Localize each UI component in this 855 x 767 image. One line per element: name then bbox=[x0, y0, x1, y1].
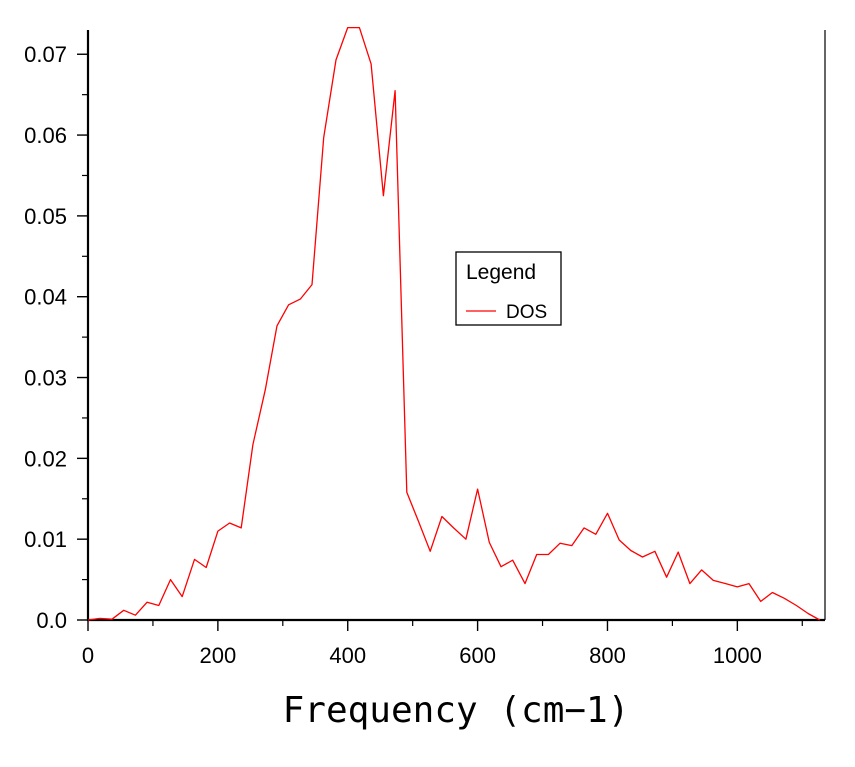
series-line-dos bbox=[87, 26, 821, 621]
plot-frame bbox=[86, 30, 826, 622]
legend: Legend DOS bbox=[455, 251, 562, 326]
y-tick-label: 0.03 bbox=[24, 366, 67, 391]
y-tick-label: 0.05 bbox=[24, 204, 67, 229]
legend-title: Legend bbox=[466, 261, 536, 284]
x-tick-label: 0 bbox=[82, 643, 94, 668]
x-tick-label: 600 bbox=[459, 643, 496, 668]
x-tick-label: 400 bbox=[329, 643, 366, 668]
y-tick-label: 0.01 bbox=[24, 527, 67, 552]
y-tick-label: 0.06 bbox=[24, 123, 67, 148]
y-tick-label: 0.02 bbox=[24, 446, 67, 471]
y-axis: 0.0 0.01 0.02 0.03 0.04 0.05 0.06 0.07 bbox=[24, 42, 88, 633]
x-tick-label: 1000 bbox=[713, 643, 762, 668]
x-tick-label: 200 bbox=[200, 643, 237, 668]
x-axis-title: Frequency (cm−1) bbox=[283, 690, 630, 731]
legend-entry-dos: DOS bbox=[506, 302, 547, 323]
y-tick-label: 0.0 bbox=[36, 608, 67, 633]
y-tick-label: 0.07 bbox=[24, 42, 67, 67]
y-tick-label: 0.04 bbox=[24, 285, 67, 310]
legend-box bbox=[455, 251, 562, 326]
x-axis: 0 200 400 600 800 1000 bbox=[82, 620, 803, 668]
series-layer bbox=[87, 26, 821, 621]
x-tick-label: 800 bbox=[589, 643, 626, 668]
